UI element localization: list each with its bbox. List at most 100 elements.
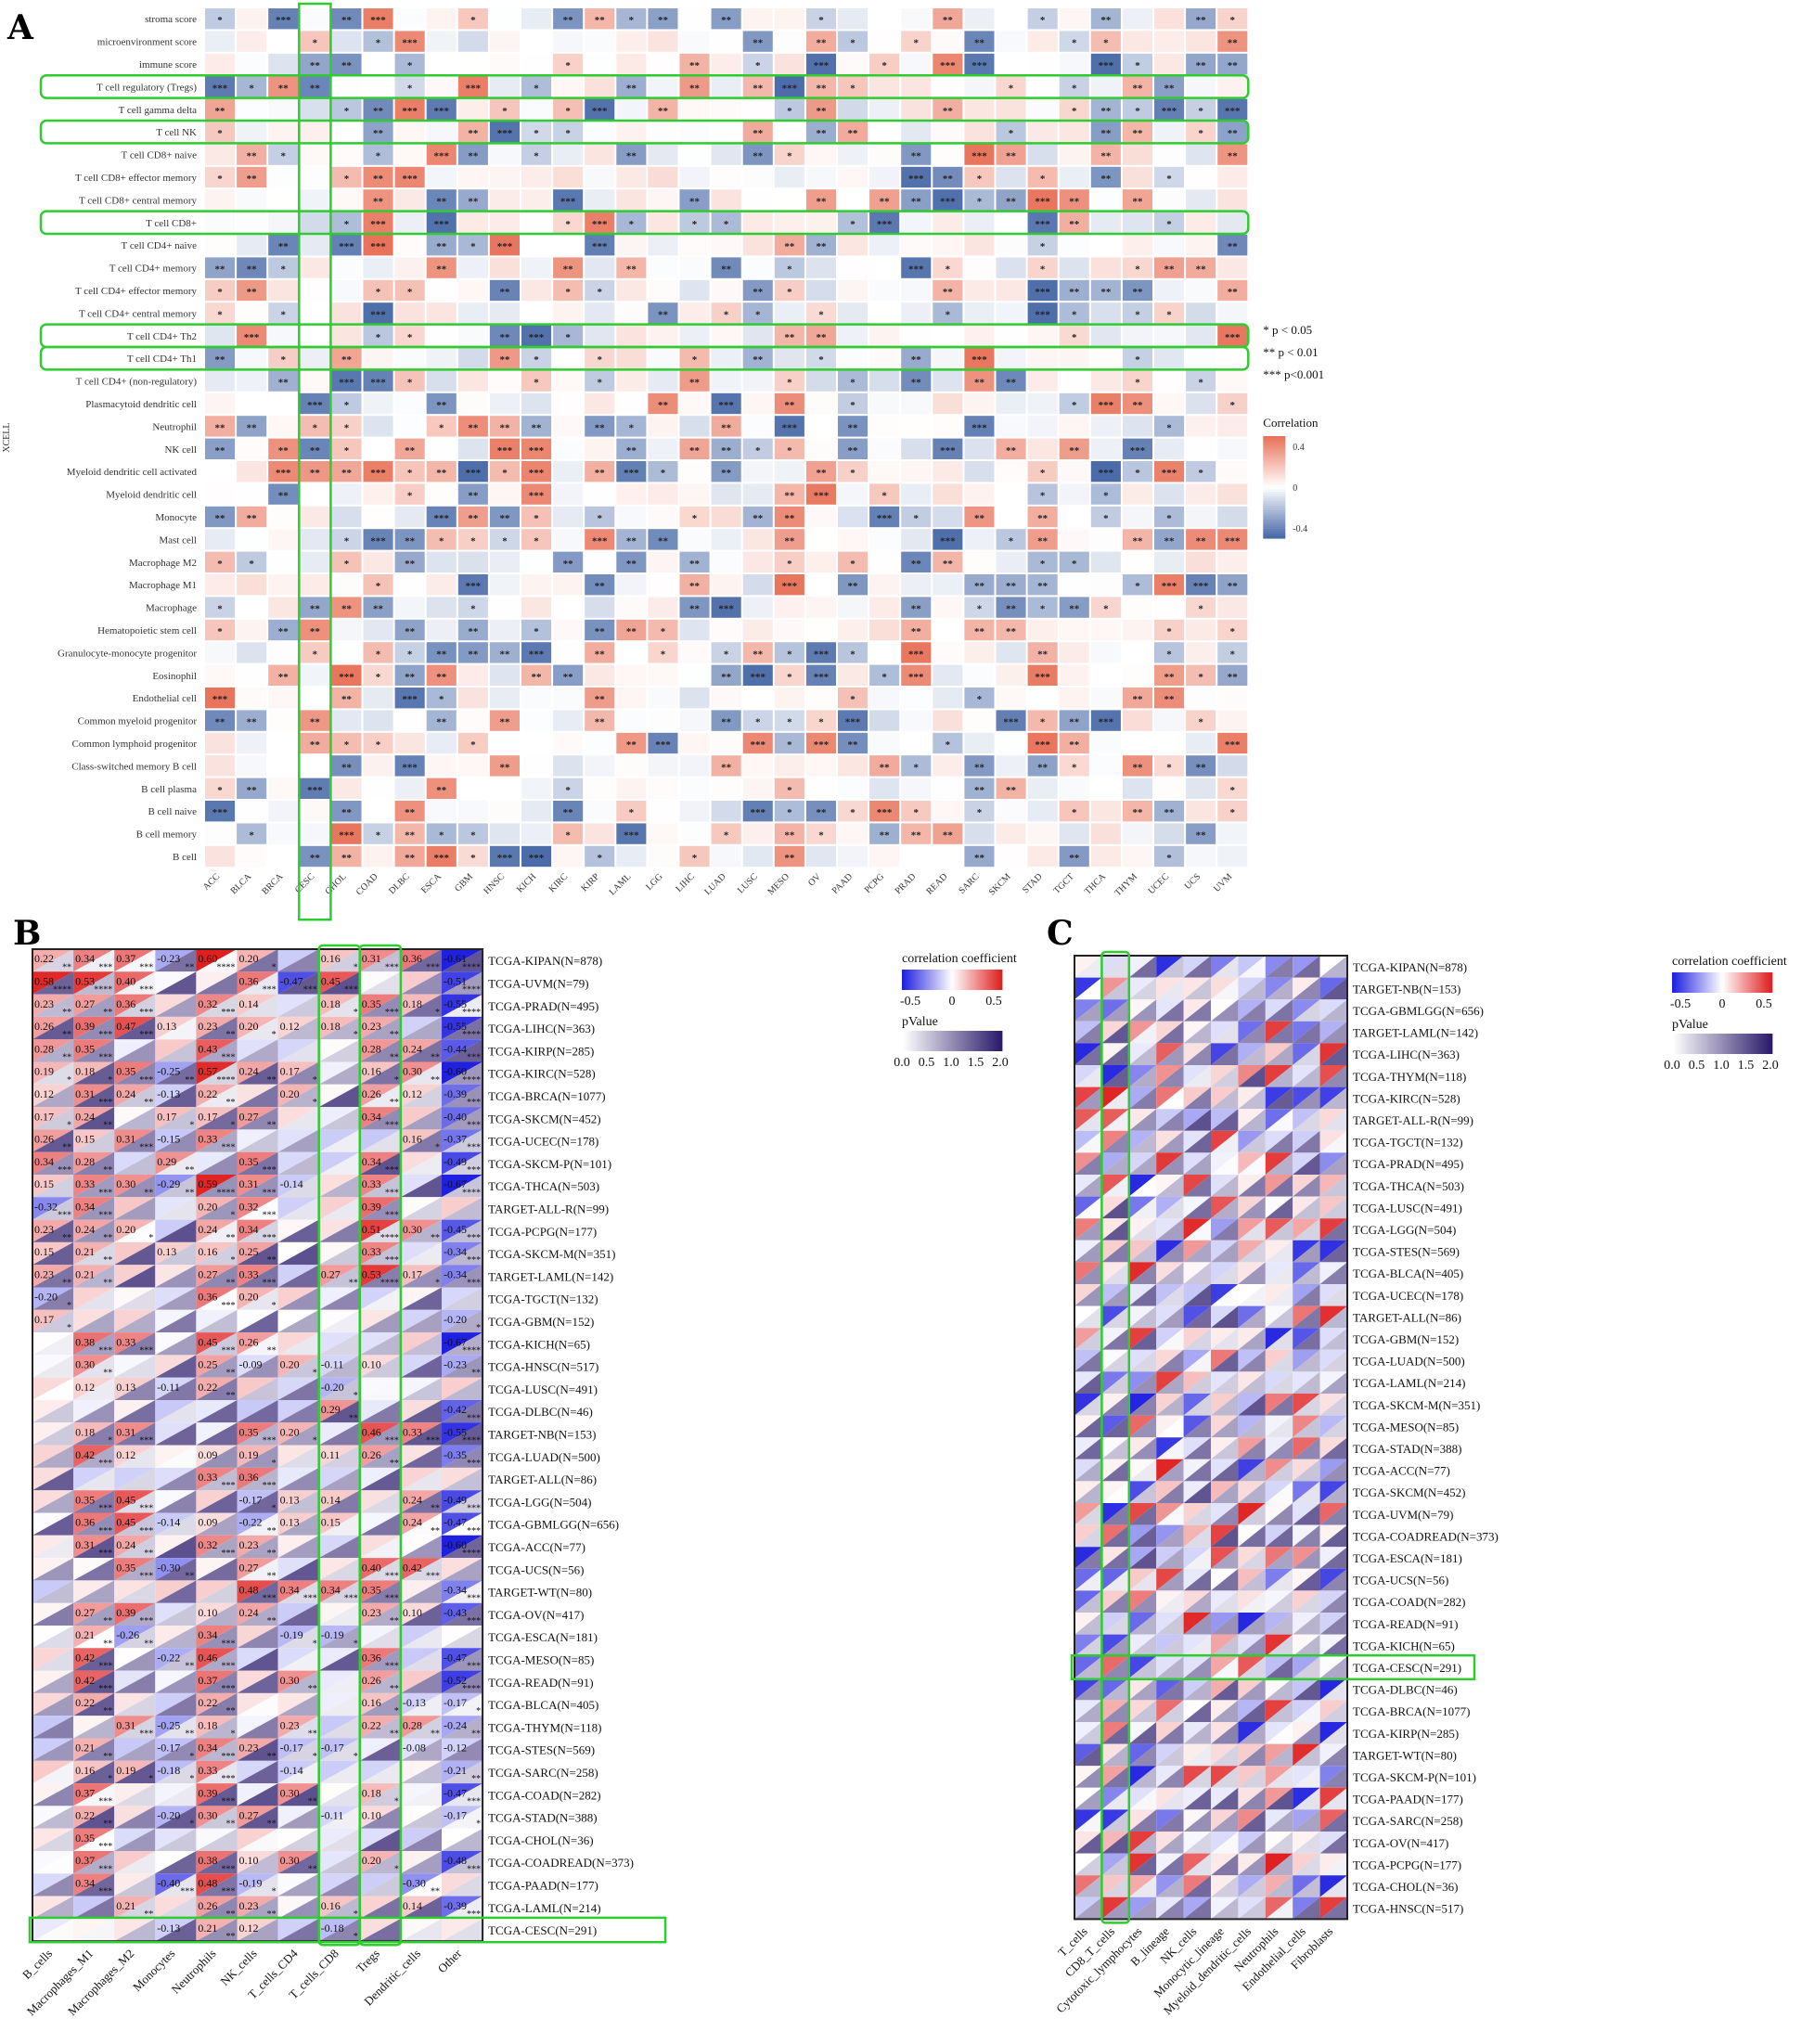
correlation-value: -0.39 bbox=[444, 1087, 467, 1100]
pvalue-significance: * bbox=[394, 1075, 399, 1086]
correlation-value: 0.12 bbox=[403, 1087, 422, 1100]
correlation-value: 0.33 bbox=[198, 1471, 217, 1484]
a-cell-significance: *** bbox=[370, 309, 386, 320]
a-colorbar-slice bbox=[1263, 473, 1286, 477]
a-cell bbox=[268, 506, 299, 528]
a-cell bbox=[205, 778, 236, 799]
a-cell bbox=[774, 8, 804, 30]
a-cell bbox=[457, 392, 488, 415]
a-cell bbox=[838, 302, 868, 324]
a-cell bbox=[300, 461, 330, 482]
a-cell bbox=[553, 801, 584, 822]
a-cell bbox=[742, 257, 773, 278]
a-cell-significance: * bbox=[850, 807, 856, 818]
pvalue-significance: *** bbox=[222, 1345, 236, 1356]
pvalue-significance: * bbox=[67, 1301, 71, 1311]
row-label: TCGA-DLBC(N=46) bbox=[1353, 1683, 1458, 1697]
a-cell bbox=[964, 438, 995, 459]
correlation-value: 0.35 bbox=[116, 1561, 135, 1574]
a-cell bbox=[205, 438, 236, 459]
a-cell bbox=[742, 506, 773, 528]
a-cell-significance: * bbox=[1040, 717, 1046, 728]
a-cell-significance: *** bbox=[877, 807, 893, 818]
correlation-triangle bbox=[277, 1107, 319, 1130]
a-cell bbox=[869, 823, 900, 844]
a-cell bbox=[711, 732, 741, 754]
a-cell bbox=[933, 529, 963, 550]
a-cell bbox=[1059, 76, 1089, 97]
correlation-value: 0.40 bbox=[116, 974, 135, 987]
pvalue-triangle bbox=[73, 1445, 115, 1468]
a-row-label: T cell NK bbox=[156, 127, 197, 138]
a-column-label: THCA bbox=[1083, 871, 1109, 897]
correlation-value: 0.20 bbox=[280, 1358, 300, 1371]
row-label: TCGA-UCS(N=56) bbox=[1353, 1574, 1448, 1588]
correlation-value: 0.29 bbox=[157, 1155, 176, 1168]
pvalue-triangle bbox=[237, 1309, 278, 1333]
correlation-triangle bbox=[237, 1558, 278, 1581]
a-cell-significance: * bbox=[217, 785, 223, 796]
row-label: TCGA-SKCM(N=452) bbox=[1353, 1485, 1465, 1499]
correlation-triangle bbox=[237, 1490, 278, 1513]
a-cell bbox=[363, 348, 393, 369]
a-cell bbox=[742, 166, 773, 188]
a-cell-significance: * bbox=[755, 60, 761, 71]
a-cell bbox=[363, 551, 393, 572]
a-cell bbox=[1154, 122, 1185, 143]
corr-legend-slice bbox=[1770, 972, 1773, 993]
a-cell bbox=[805, 122, 836, 143]
a-cell bbox=[1027, 392, 1058, 415]
a-cell bbox=[964, 325, 995, 346]
a-cell bbox=[869, 801, 900, 822]
a-cell-significance: ** bbox=[1069, 604, 1080, 615]
a-cell bbox=[489, 392, 520, 415]
pvalue-legend-tick: 1.0 bbox=[1713, 1059, 1730, 1073]
a-cell bbox=[742, 370, 773, 392]
pvalue-triangle bbox=[196, 1535, 238, 1559]
a-cell bbox=[901, 8, 932, 30]
row-label: TCGA-SARC(N=258) bbox=[488, 1766, 598, 1780]
pvalue-significance: * bbox=[313, 1369, 317, 1379]
a-column-label: LUSC bbox=[736, 871, 760, 895]
a-cell-significance: * bbox=[470, 830, 476, 842]
a-cell-significance: ** bbox=[943, 174, 954, 185]
a-cell bbox=[1154, 664, 1185, 686]
correlation-triangle bbox=[400, 1490, 442, 1513]
a-cell bbox=[805, 348, 836, 369]
pvalue-triangle bbox=[442, 1512, 483, 1536]
pvalue-significance: * bbox=[67, 1120, 71, 1130]
pvalue-triangle bbox=[400, 1355, 442, 1378]
correlation-value: 0.27 bbox=[239, 1110, 259, 1123]
a-cell bbox=[838, 438, 868, 459]
correlation-triangle bbox=[277, 1355, 319, 1378]
a-cell bbox=[1059, 597, 1089, 618]
pvalue-significance: **** bbox=[217, 1188, 236, 1198]
a-cell bbox=[237, 823, 267, 844]
a-cell bbox=[711, 8, 741, 30]
pvalue-significance: *** bbox=[139, 1616, 153, 1626]
pvalue-triangle bbox=[237, 1084, 278, 1108]
correlation-value: 0.30 bbox=[198, 1809, 217, 1822]
a-cell bbox=[1059, 235, 1089, 256]
correlation-triangle bbox=[400, 1016, 442, 1040]
pvalue-triangle bbox=[114, 1039, 156, 1062]
a-cell bbox=[1090, 664, 1121, 686]
a-cell bbox=[742, 642, 773, 663]
correlation-triangle bbox=[155, 1016, 197, 1040]
a-cell bbox=[300, 325, 330, 346]
a-cell-significance: ** bbox=[1228, 128, 1239, 139]
correlation-value: -0.29 bbox=[157, 1177, 180, 1190]
pvalue-significance: **** bbox=[462, 1075, 481, 1086]
correlation-triangle bbox=[400, 1355, 442, 1378]
a-cell bbox=[774, 506, 804, 528]
correlation-value: 0.34 bbox=[75, 1200, 95, 1213]
a-column-label: COAD bbox=[354, 872, 380, 898]
a-cell-significance: *** bbox=[529, 332, 545, 343]
a-cell bbox=[300, 483, 330, 505]
a-cell bbox=[585, 98, 615, 120]
correlation-value: 0.37 bbox=[75, 1786, 95, 1799]
pvalue-triangle bbox=[32, 1265, 74, 1288]
row-label: TCGA-PCPG(N=177) bbox=[488, 1225, 597, 1239]
a-cell-significance: *** bbox=[908, 174, 924, 185]
a-cell bbox=[901, 710, 932, 731]
